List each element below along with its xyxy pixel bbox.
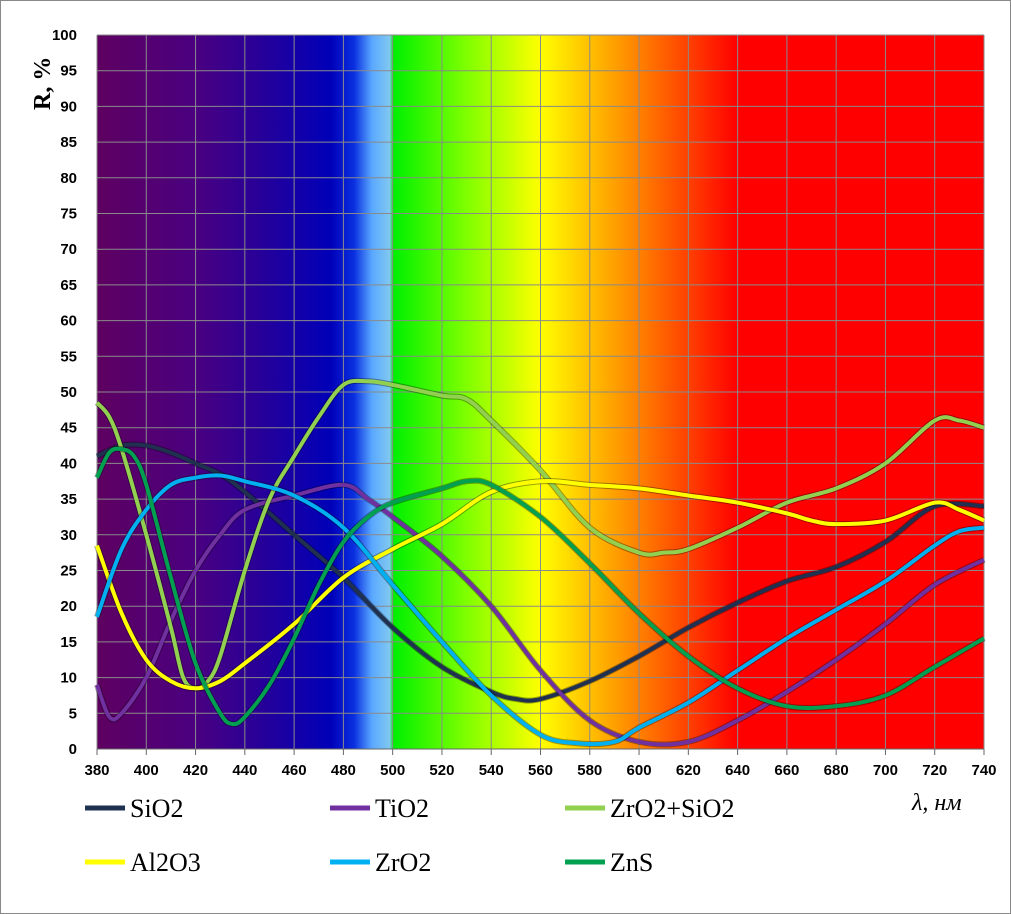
- y-tick-label: 50: [60, 384, 77, 401]
- legend-label-tio2: TiO2: [375, 794, 429, 823]
- y-tick-label: 95: [60, 63, 77, 80]
- x-tick-label: 500: [380, 762, 405, 779]
- x-tick-label: 380: [84, 762, 109, 779]
- x-tick-label: 560: [528, 762, 553, 779]
- series-line-zro2-sio2: [95, 378, 985, 691]
- x-tick-label: 460: [282, 762, 307, 779]
- legend-label-sio2: SiO2: [130, 794, 183, 823]
- x-tick-label: 580: [577, 762, 602, 779]
- x-tick-label: 480: [331, 762, 356, 779]
- legend-label-zns: ZnS: [610, 848, 653, 877]
- y-tick-label: 30: [60, 527, 77, 544]
- y-tick-label: 70: [60, 241, 77, 258]
- x-tick-label: 440: [232, 762, 257, 779]
- y-tick-label: 20: [60, 598, 77, 615]
- x-tick-label: 520: [429, 762, 454, 779]
- y-tick-label: 0: [69, 741, 77, 758]
- y-tick-label: 75: [60, 206, 77, 223]
- y-tick-label: 65: [60, 277, 77, 294]
- y-tick-label: 35: [60, 491, 77, 508]
- x-tick-label: 660: [774, 762, 799, 779]
- series-line-zro2: [95, 473, 985, 747]
- x-tick-label: 720: [922, 762, 947, 779]
- x-tick-label: 640: [725, 762, 750, 779]
- x-tick-label: 680: [824, 762, 849, 779]
- x-tick-label: 420: [183, 762, 208, 779]
- y-tick-label: 45: [60, 420, 77, 437]
- legend-label-zro2-sio2: ZrO2+SiO2: [610, 794, 734, 823]
- series-line-zns: [95, 446, 986, 727]
- x-tick-label: 600: [627, 762, 652, 779]
- y-tick-label: 40: [60, 455, 77, 472]
- y-tick-label: 60: [60, 313, 77, 330]
- y-tick-label: 25: [60, 563, 77, 580]
- x-tick-label: 620: [676, 762, 701, 779]
- x-axis-label: λ, нм: [911, 790, 962, 816]
- x-tick-label: 700: [873, 762, 898, 779]
- y-tick-label: 100: [52, 27, 77, 44]
- y-tick-label: 10: [60, 670, 77, 687]
- legend-label-al2o3: Al2O3: [130, 848, 201, 877]
- x-tick-label: 400: [134, 762, 159, 779]
- y-tick-label: 15: [60, 634, 77, 651]
- y-tick-label: 55: [60, 348, 77, 365]
- x-tick-label: 540: [479, 762, 504, 779]
- y-tick-label: 90: [60, 98, 77, 115]
- x-tick-label: 740: [971, 762, 996, 779]
- y-tick-label: 80: [60, 170, 77, 187]
- y-axis-label: R, %: [30, 57, 56, 110]
- y-tick-label: 5: [69, 705, 77, 722]
- legend-label-zro2: ZrO2: [375, 848, 431, 877]
- y-tick-label: 85: [60, 134, 77, 151]
- series-line-al2o3: [95, 479, 985, 691]
